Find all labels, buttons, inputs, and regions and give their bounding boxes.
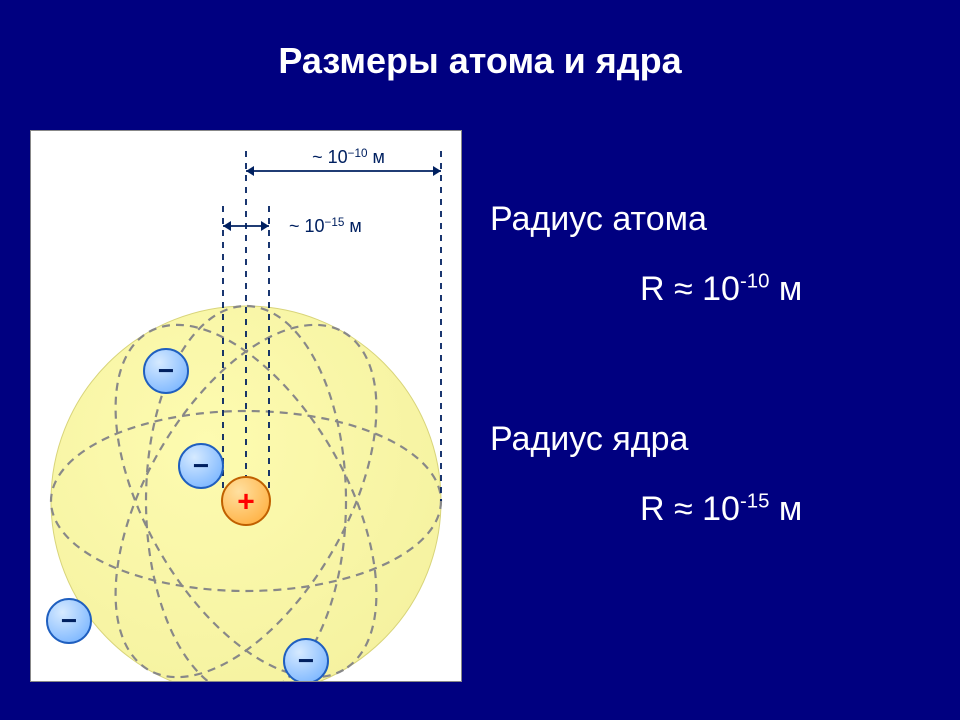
nucleus-radius-formula: R ≈ 10-15 м bbox=[640, 490, 802, 529]
svg-text:−: − bbox=[61, 605, 77, 636]
svg-text:−: − bbox=[193, 450, 209, 481]
svg-text:−: − bbox=[158, 355, 174, 386]
slide-title: Размеры атома и ядра bbox=[0, 40, 960, 82]
atom-diagram: ~ 10−10 м~ 10−15 м+−−−− bbox=[30, 130, 462, 682]
atom-formula-exp: -10 bbox=[740, 271, 769, 293]
svg-text:−: − bbox=[298, 645, 314, 676]
atom-formula-suffix: м bbox=[769, 270, 802, 308]
nucleus-radius-label: Радиус ядра bbox=[490, 420, 688, 459]
atom-radius-label: Радиус атома bbox=[490, 200, 707, 239]
svg-text:~ 10−10 м: ~ 10−10 м bbox=[312, 147, 385, 168]
nucleus-formula-prefix: R ≈ 10 bbox=[640, 490, 740, 528]
nucleus-formula-suffix: м bbox=[769, 490, 802, 528]
svg-text:+: + bbox=[237, 486, 255, 519]
atom-diagram-svg: ~ 10−10 м~ 10−15 м+−−−− bbox=[31, 131, 461, 681]
svg-text:~ 10−15 м: ~ 10−15 м bbox=[289, 216, 362, 237]
nucleus-formula-exp: -15 bbox=[740, 491, 769, 513]
atom-radius-formula: R ≈ 10-10 м bbox=[640, 270, 802, 309]
atom-formula-prefix: R ≈ 10 bbox=[640, 270, 740, 308]
